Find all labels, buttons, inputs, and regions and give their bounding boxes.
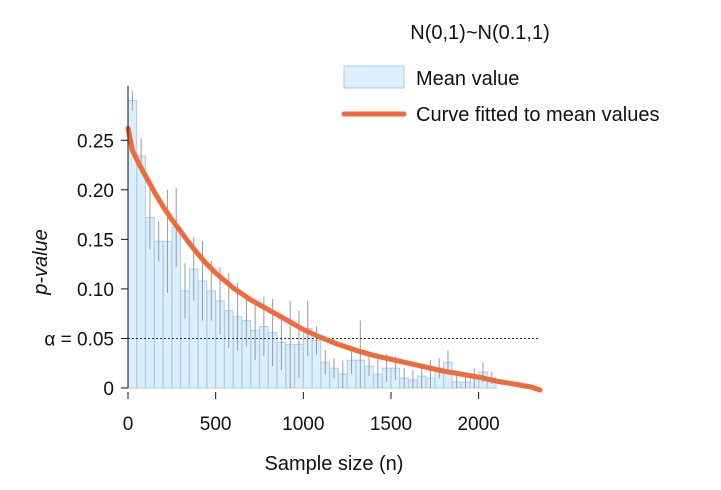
legend-label-mean-value: Mean value <box>416 68 519 90</box>
y-axis: 0 α = 0.05 0.10 0.15 0.20 0.25 <box>44 85 129 400</box>
curve-layer <box>125 125 543 393</box>
x-tick-label: 500 <box>200 414 232 435</box>
fitted-curve <box>125 125 543 393</box>
legend-swatch-mean-value <box>343 65 405 89</box>
y-tick-label: 0.10 <box>77 280 114 301</box>
x-tick-label: 1500 <box>370 414 412 435</box>
y-tick-label: 0.15 <box>77 230 114 251</box>
legend-label-fitted-curve: Curve fitted to mean values <box>416 104 659 126</box>
x-tick-label: 1000 <box>282 414 324 435</box>
y-axis-title: p-value <box>30 229 52 296</box>
y-tick-label: 0.20 <box>77 181 114 202</box>
bars-layer <box>127 100 497 389</box>
bar <box>153 240 164 389</box>
x-axis-title: Sample size (n) <box>265 453 404 475</box>
y-tick-label: α = 0.05 <box>44 329 114 350</box>
x-tick-label: 0 <box>123 414 134 435</box>
bar <box>136 155 146 389</box>
x-tick-label: 2000 <box>457 414 499 435</box>
y-tick-label: 0 <box>103 379 114 400</box>
legend: Mean value Curve fitted to mean values <box>341 65 659 126</box>
y-tick-label: 0.25 <box>77 131 114 152</box>
x-axis: 0 500 1000 1500 2000 <box>123 392 500 435</box>
chart-title: N(0,1)~N(0.1,1) <box>410 22 550 44</box>
